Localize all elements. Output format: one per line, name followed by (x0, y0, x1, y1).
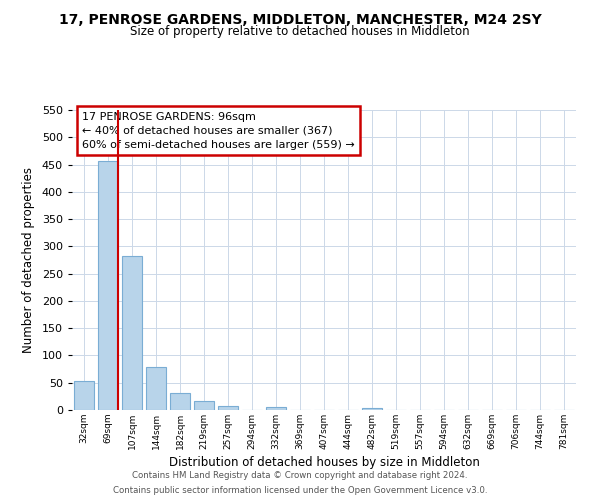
Bar (266, 408, 286, 410)
Bar (98, 160, 118, 410)
Text: 17, PENROSE GARDENS, MIDDLETON, MANCHESTER, M24 2SY: 17, PENROSE GARDENS, MIDDLETON, MANCHEST… (59, 12, 541, 26)
Text: Contains HM Land Registry data © Crown copyright and database right 2024.: Contains HM Land Registry data © Crown c… (132, 471, 468, 480)
Text: Size of property relative to detached houses in Middleton: Size of property relative to detached ho… (130, 25, 470, 38)
Text: 17 PENROSE GARDENS: 96sqm
← 40% of detached houses are smaller (367)
60% of semi: 17 PENROSE GARDENS: 96sqm ← 40% of detac… (82, 112, 355, 150)
Bar (170, 392, 190, 410)
X-axis label: Distribution of detached houses by size in Middleton: Distribution of detached houses by size … (169, 456, 479, 469)
Bar (194, 400, 214, 410)
Bar (122, 256, 142, 410)
Bar (218, 406, 238, 410)
Y-axis label: Number of detached properties: Number of detached properties (22, 167, 35, 353)
Bar (146, 368, 166, 410)
Bar (362, 408, 382, 410)
Text: Contains public sector information licensed under the Open Government Licence v3: Contains public sector information licen… (113, 486, 487, 495)
Bar (74, 381, 94, 410)
